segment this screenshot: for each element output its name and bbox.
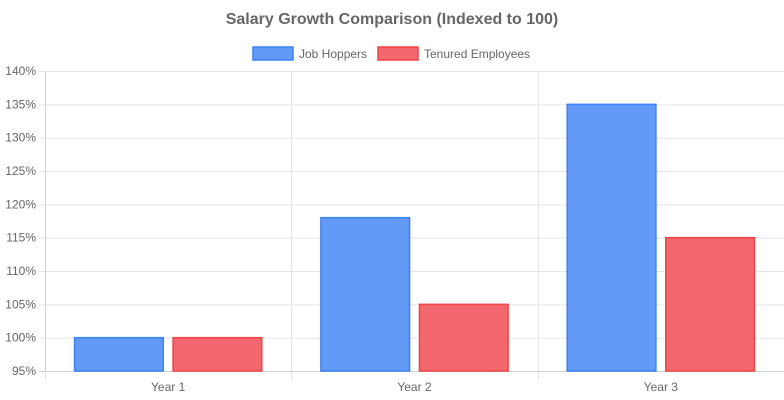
bar-tenured-employees[interactable] xyxy=(172,336,263,372)
y-tick-label: 110% xyxy=(6,264,36,278)
y-tick-label: 135% xyxy=(5,97,36,111)
legend-swatch-job-hoppers xyxy=(252,46,294,61)
y-tick-label: 120% xyxy=(5,197,36,211)
grid xyxy=(39,71,784,379)
y-tick-label: 130% xyxy=(5,131,36,145)
y-tick-label: 125% xyxy=(5,164,36,178)
y-axis: 95% 100% 105% 110% 115% 120% 125% 130% 135% 140% xyxy=(5,64,36,378)
legend-label-job-hoppers: Job Hoppers xyxy=(299,47,367,61)
legend: Job Hoppers Tenured Employees xyxy=(252,46,530,61)
chart-title: Salary Growth Comparison (Indexed to 100… xyxy=(226,11,559,28)
bar-job-hoppers[interactable] xyxy=(73,336,164,372)
legend-item-job-hoppers[interactable]: Job Hoppers xyxy=(252,46,367,61)
bar-tenured-employees[interactable] xyxy=(418,303,509,372)
y-tick-label: 105% xyxy=(5,297,36,311)
bar-tenured-employees[interactable] xyxy=(665,236,756,372)
legend-item-tenured-employees[interactable]: Tenured Employees xyxy=(377,46,530,61)
bars xyxy=(73,103,756,372)
x-tick-label: Year 3 xyxy=(644,380,679,394)
bar-job-hoppers[interactable] xyxy=(320,216,411,372)
x-tick-label: Year 1 xyxy=(151,380,186,394)
y-tick-label: 100% xyxy=(5,331,36,345)
y-tick-label: 140% xyxy=(5,64,36,78)
legend-label-tenured-employees: Tenured Employees xyxy=(424,47,530,61)
x-tick-label: Year 2 xyxy=(397,380,432,394)
y-tick-label: 95% xyxy=(12,364,36,378)
y-tick-label: 115% xyxy=(6,231,36,245)
x-axis: Year 1 Year 2 Year 3 xyxy=(151,380,678,394)
bar-job-hoppers[interactable] xyxy=(566,103,657,372)
legend-swatch-tenured-employees xyxy=(377,46,419,61)
